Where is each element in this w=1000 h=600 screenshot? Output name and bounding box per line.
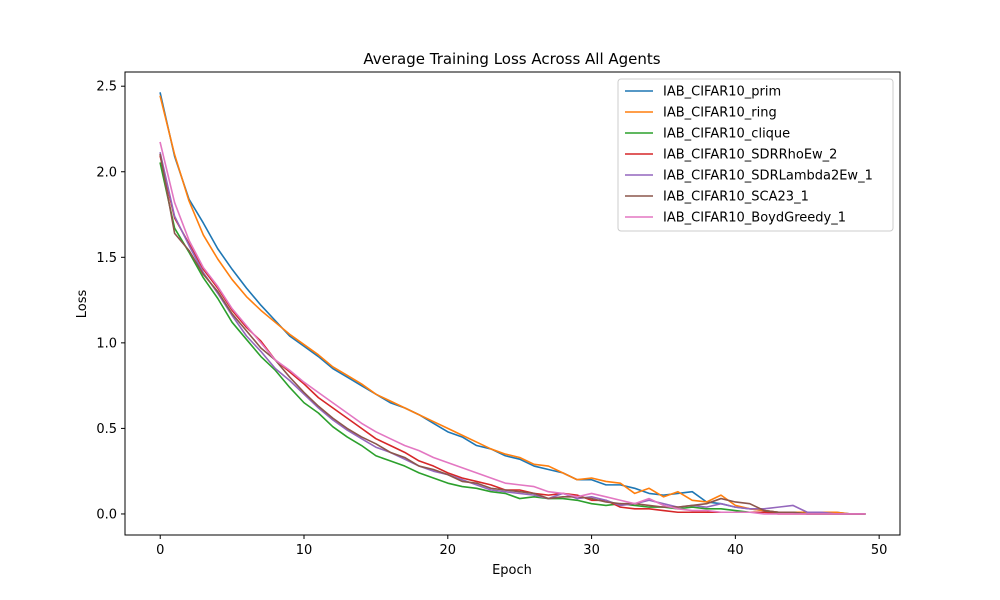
- legend-label: IAB_CIFAR10_SDRLambda2Ew_1: [663, 169, 873, 184]
- y-axis-label: Loss: [75, 290, 90, 319]
- legend-box: [617, 78, 894, 232]
- series-line-7: [159, 141, 866, 515]
- y-tick-label: 2.5: [96, 80, 117, 95]
- y-tick-label: 1.5: [96, 251, 117, 266]
- y-tick-label: 0.5: [96, 422, 117, 437]
- legend: IAB_CIFAR10_prim IAB_CIFAR10_ring IAB_CIFA…: [617, 78, 894, 232]
- x-tick-label: 40: [727, 543, 744, 558]
- series-layer: [159, 92, 866, 515]
- legend-label: IAB_CIFAR10_SDRRhoEw_2: [663, 148, 837, 163]
- y-tick-label: 0.0: [96, 507, 117, 522]
- x-tick-label: 30: [583, 543, 600, 558]
- x-tick-label: 0: [156, 543, 164, 558]
- chart-title: Average Training Loss Across All Agents: [363, 50, 660, 68]
- x-axis: 0 10 20 30 40 50: [156, 535, 887, 558]
- legend-label: IAB_CIFAR10_BoydGreedy_1: [663, 211, 846, 226]
- plot-frame: [124, 71, 901, 536]
- y-tick-label: 1.0: [96, 336, 117, 351]
- legend-label: IAB_CIFAR10_ring: [663, 106, 777, 121]
- legend-label: IAB_CIFAR10_SCA23_1: [663, 190, 809, 205]
- x-tick-label: 50: [871, 543, 888, 558]
- x-tick-label: 10: [296, 543, 313, 558]
- y-axis: 0.0 0.5 1.0 1.5 2.0 2.5: [96, 80, 125, 522]
- y-tick-label: 2.0: [96, 165, 117, 180]
- legend-label: IAB_CIFAR10_prim: [663, 85, 781, 100]
- x-axis-label: Epoch: [492, 563, 532, 578]
- legend-label: IAB_CIFAR10_clique: [663, 127, 790, 142]
- series-line-6: [159, 153, 866, 515]
- series-line-5: [159, 151, 866, 515]
- x-tick-label: 20: [440, 543, 457, 558]
